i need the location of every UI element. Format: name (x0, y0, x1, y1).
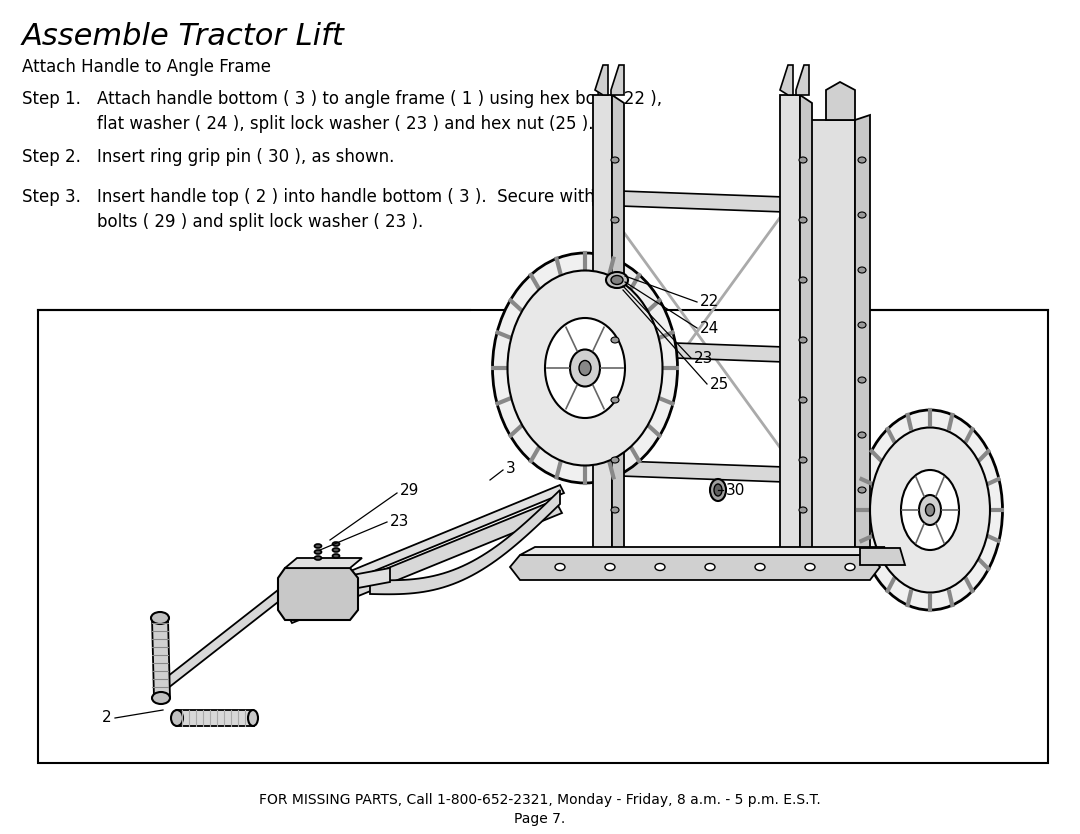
Ellipse shape (858, 432, 866, 438)
Polygon shape (855, 115, 870, 555)
Text: Assemble Tractor Lift: Assemble Tractor Lift (22, 22, 345, 51)
Ellipse shape (755, 564, 765, 570)
Ellipse shape (858, 487, 866, 493)
Ellipse shape (333, 548, 339, 552)
Ellipse shape (152, 692, 170, 704)
Ellipse shape (858, 212, 866, 218)
Ellipse shape (870, 428, 990, 592)
Ellipse shape (248, 710, 258, 726)
Text: Attach handle bottom ( 3 ) to angle frame ( 1 ) using hex bolt ( 22 ),
flat wash: Attach handle bottom ( 3 ) to angle fram… (97, 90, 662, 133)
Ellipse shape (151, 612, 168, 624)
Ellipse shape (314, 556, 322, 560)
Polygon shape (826, 82, 855, 120)
Ellipse shape (171, 710, 183, 726)
Ellipse shape (508, 270, 662, 465)
Text: Page 7.: Page 7. (514, 812, 566, 826)
Polygon shape (177, 710, 254, 726)
Ellipse shape (858, 377, 866, 383)
Ellipse shape (858, 267, 866, 273)
Polygon shape (810, 120, 855, 555)
Text: 29: 29 (400, 483, 419, 498)
Text: 3: 3 (507, 460, 516, 475)
Polygon shape (800, 95, 812, 568)
Ellipse shape (492, 253, 677, 483)
Ellipse shape (611, 337, 619, 343)
Ellipse shape (545, 318, 625, 418)
Polygon shape (519, 547, 885, 555)
Polygon shape (278, 568, 357, 620)
Ellipse shape (705, 564, 715, 570)
Ellipse shape (611, 217, 619, 223)
Ellipse shape (926, 504, 934, 516)
Polygon shape (285, 558, 362, 568)
Ellipse shape (605, 564, 615, 570)
Text: 2: 2 (102, 711, 111, 726)
Text: Step 2.: Step 2. (22, 148, 81, 166)
Ellipse shape (314, 550, 322, 554)
Polygon shape (611, 65, 624, 95)
Polygon shape (152, 618, 170, 698)
Ellipse shape (710, 479, 726, 501)
Polygon shape (595, 65, 608, 95)
Polygon shape (780, 65, 793, 95)
Text: 25: 25 (710, 376, 729, 391)
Polygon shape (510, 555, 880, 580)
Ellipse shape (858, 322, 866, 328)
Ellipse shape (799, 397, 807, 403)
Polygon shape (163, 590, 278, 692)
Polygon shape (796, 65, 809, 95)
Ellipse shape (799, 507, 807, 513)
Text: Attach Handle to Angle Frame: Attach Handle to Angle Frame (22, 58, 271, 76)
Ellipse shape (333, 554, 339, 558)
Ellipse shape (799, 337, 807, 343)
Polygon shape (780, 95, 800, 560)
Ellipse shape (611, 277, 619, 283)
Ellipse shape (606, 272, 627, 288)
Ellipse shape (611, 507, 619, 513)
Ellipse shape (579, 360, 591, 375)
Ellipse shape (611, 457, 619, 463)
Polygon shape (612, 95, 624, 568)
Text: 23: 23 (390, 515, 409, 530)
Ellipse shape (654, 564, 665, 570)
Ellipse shape (570, 349, 600, 386)
Text: Step 1.: Step 1. (22, 90, 81, 108)
Text: Step 3.: Step 3. (22, 188, 81, 206)
Ellipse shape (901, 470, 959, 550)
Ellipse shape (799, 277, 807, 283)
Polygon shape (860, 548, 905, 565)
Polygon shape (315, 568, 390, 596)
Text: Insert handle top ( 2 ) into handle bottom ( 3 ).  Secure with hex
bolts ( 29 ) : Insert handle top ( 2 ) into handle bott… (97, 188, 631, 231)
Ellipse shape (845, 564, 855, 570)
Polygon shape (370, 490, 561, 595)
Ellipse shape (611, 397, 619, 403)
Ellipse shape (799, 217, 807, 223)
Polygon shape (285, 500, 562, 623)
Text: Insert ring grip pin ( 30 ), as shown.: Insert ring grip pin ( 30 ), as shown. (97, 148, 394, 166)
Text: 30: 30 (726, 483, 745, 498)
Ellipse shape (805, 564, 815, 570)
Text: 23: 23 (694, 350, 714, 365)
Ellipse shape (714, 484, 723, 496)
Polygon shape (593, 95, 612, 560)
Ellipse shape (799, 457, 807, 463)
Polygon shape (593, 190, 812, 213)
Ellipse shape (611, 157, 619, 163)
Polygon shape (593, 460, 812, 483)
Polygon shape (292, 485, 564, 603)
Ellipse shape (333, 542, 339, 546)
Ellipse shape (555, 564, 565, 570)
Ellipse shape (314, 544, 322, 548)
Bar (38, 310, 1048, 763)
Ellipse shape (919, 495, 941, 525)
Ellipse shape (858, 157, 866, 163)
Ellipse shape (611, 275, 623, 284)
Text: 24: 24 (700, 320, 719, 335)
Text: 22: 22 (700, 294, 719, 309)
Text: FOR MISSING PARTS, Call 1-800-652-2321, Monday - Friday, 8 a.m. - 5 p.m. E.S.T.: FOR MISSING PARTS, Call 1-800-652-2321, … (259, 793, 821, 807)
Ellipse shape (799, 157, 807, 163)
Ellipse shape (858, 410, 1002, 610)
Polygon shape (593, 340, 812, 363)
